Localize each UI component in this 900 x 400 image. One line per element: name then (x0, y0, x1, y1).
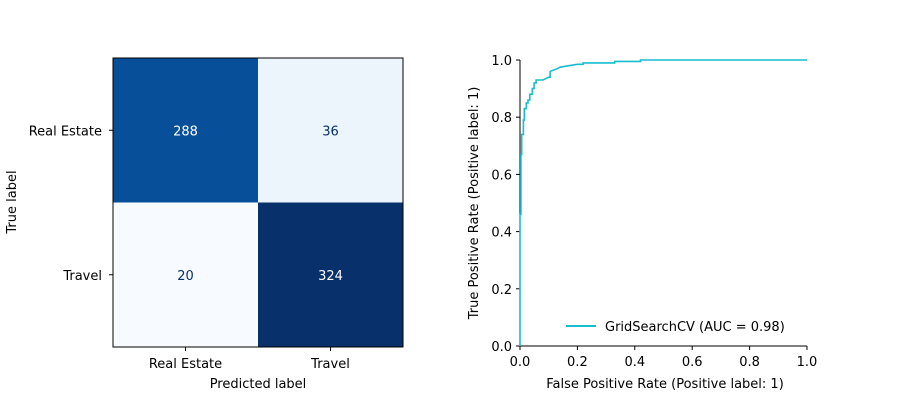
roc-x-tick-label: 0.2 (567, 355, 588, 370)
confusion-matrix-cell-labels: 288 36 20 324 (173, 124, 343, 284)
roc-x-axis-label: False Positive Rate (Positive label: 1) (546, 377, 784, 392)
roc-x-tick-label: 0.4 (624, 355, 645, 370)
roc-x-tick-label: 0.8 (739, 355, 760, 370)
confusion-matrix-y-tick-label: Real Estate (29, 124, 102, 139)
roc-y-tick-label: 1.0 (491, 54, 512, 69)
roc-x-tick-label: 0.6 (682, 355, 703, 370)
confusion-matrix-y-axis-label: True label (5, 170, 20, 234)
roc-legend: GridSearchCV (AUC = 0.98) (566, 320, 785, 335)
roc-curve-panel: 0.0 0.2 0.4 0.6 0.8 1.0 0.0 0.2 0.4 0.6 0.8 1.0 Fa… (467, 54, 817, 392)
confusion-matrix-cell-value: 20 (177, 269, 194, 284)
confusion-matrix-cell (113, 58, 259, 203)
confusion-matrix-cell-value: 288 (173, 124, 198, 139)
confusion-matrix-cell (258, 58, 404, 203)
roc-y-axis-label: True Positive Rate (Positive label: 1) (467, 87, 482, 321)
confusion-matrix-y-ticks: Real Estate Travel (29, 124, 113, 284)
confusion-matrix-y-tick-label: Travel (62, 269, 102, 284)
confusion-matrix-cell (113, 202, 259, 348)
roc-x-tick-label: 0.0 (510, 355, 531, 370)
confusion-matrix-cell-value: 324 (318, 269, 343, 284)
confusion-matrix-cell (258, 202, 404, 348)
legend-label: GridSearchCV (AUC = 0.98) (605, 320, 785, 335)
roc-y-tick-label: 0.2 (491, 283, 512, 298)
confusion-matrix-cells (113, 58, 404, 348)
roc-y-tick-label: 0.4 (491, 226, 512, 241)
confusion-matrix-panel: 288 36 20 324 Real Estate Travel Real Estate… (5, 57, 404, 392)
confusion-matrix-x-tick-label: Travel (310, 357, 350, 372)
confusion-matrix-frame (112, 57, 404, 348)
roc-curve-line (519, 59, 807, 346)
roc-y-tick-label: 0.6 (491, 168, 512, 183)
confusion-matrix-x-axis-label: Predicted label (210, 377, 307, 392)
roc-x-ticks: 0.0 0.2 0.4 0.6 0.8 1.0 (510, 346, 818, 370)
confusion-matrix-x-ticks: Real Estate Travel (149, 347, 350, 372)
confusion-matrix-cell-value: 36 (322, 124, 339, 139)
roc-x-tick-label: 1.0 (797, 355, 818, 370)
roc-y-ticks: 0.0 0.2 0.4 0.6 0.8 1.0 (491, 54, 520, 355)
roc-y-tick-label: 0.8 (491, 111, 512, 126)
roc-y-tick-label: 0.0 (491, 340, 512, 355)
roc-series (519, 59, 807, 346)
confusion-matrix-x-tick-label: Real Estate (149, 357, 222, 372)
